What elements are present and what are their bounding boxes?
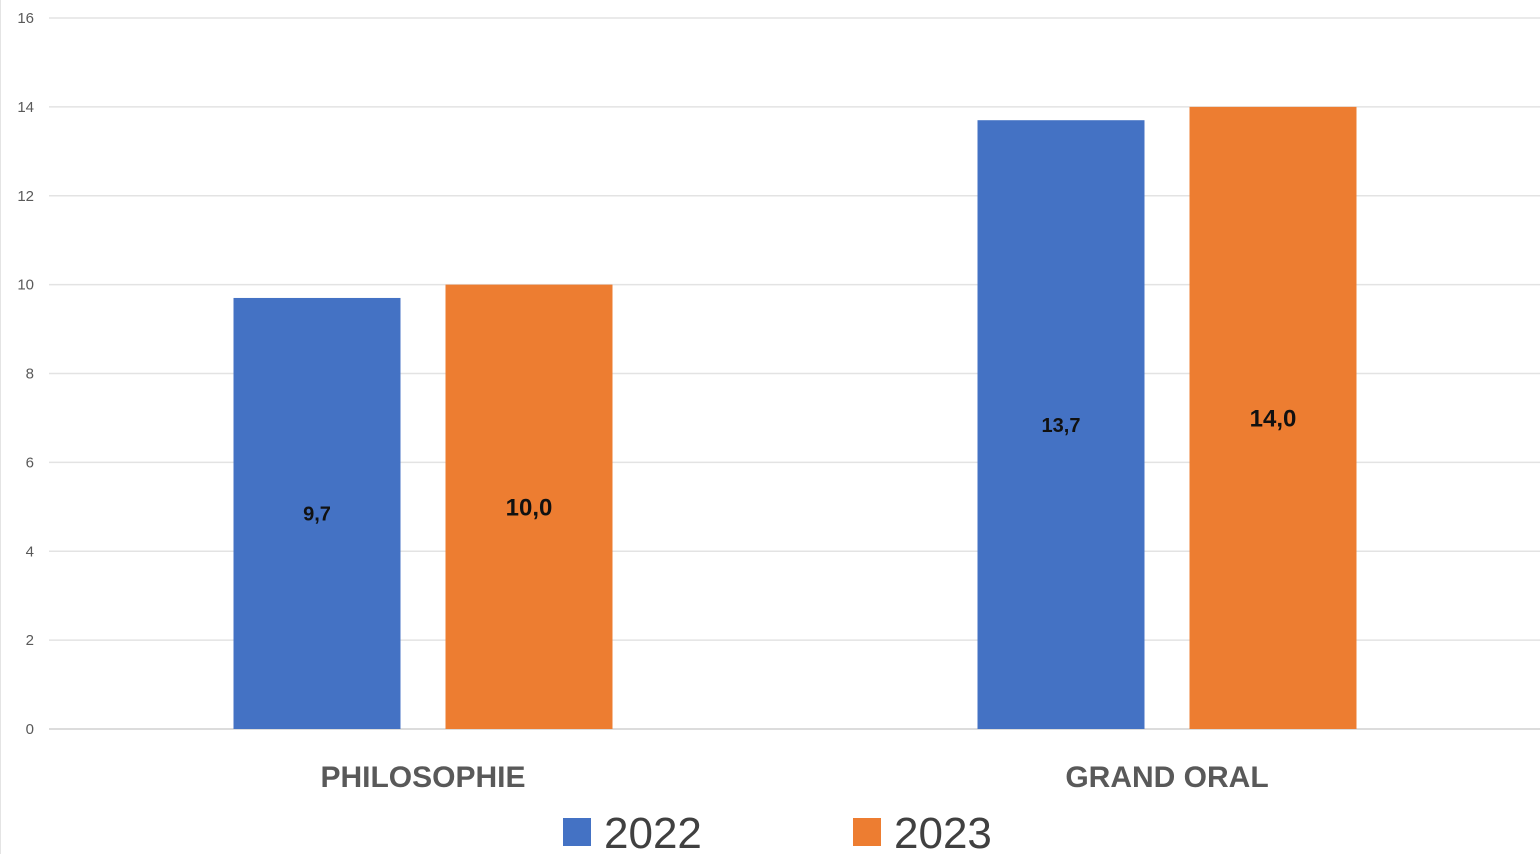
bar-2022-grand-oral: [977, 120, 1145, 730]
legend: 2022 2023: [563, 809, 992, 854]
legend-swatch: [563, 818, 591, 846]
y-tick-label: 12: [17, 188, 34, 205]
bar-2023-grand-oral: [1189, 106, 1357, 729]
legend-label: 2023: [894, 809, 992, 854]
y-tick-label: 4: [26, 543, 34, 560]
y-tick-label: 10: [17, 277, 34, 294]
data-labels: 9,7 13,7 10,0 14,0: [303, 406, 1296, 526]
y-tick-label: 2: [26, 632, 34, 649]
y-tick-label: 14: [17, 99, 34, 116]
data-label: 9,7: [303, 504, 331, 526]
data-label: 13,7: [1042, 415, 1081, 437]
legend-swatch: [853, 818, 881, 846]
bar-2022-philosophie: [233, 297, 401, 729]
bars: [233, 106, 1357, 730]
legend-item: 2022: [563, 809, 702, 854]
data-label: 10,0: [506, 494, 553, 521]
y-tick-label: 8: [26, 366, 34, 383]
y-tick-label: 0: [26, 721, 34, 738]
legend-item: 2023: [853, 809, 992, 854]
x-axis-categories: PHILOSOPHIE GRAND ORAL: [320, 761, 1268, 794]
category-label: PHILOSOPHIE: [320, 761, 525, 794]
y-tick-label: 16: [17, 10, 34, 27]
bar-2023-philosophie: [445, 284, 613, 729]
y-tick-label: 6: [26, 454, 34, 471]
legend-label: 2022: [604, 809, 702, 854]
data-label: 14,0: [1250, 406, 1297, 433]
y-axis-ticks: 0 2 4 6 8 10 12 14 16: [17, 10, 34, 738]
category-label: GRAND ORAL: [1065, 761, 1268, 794]
